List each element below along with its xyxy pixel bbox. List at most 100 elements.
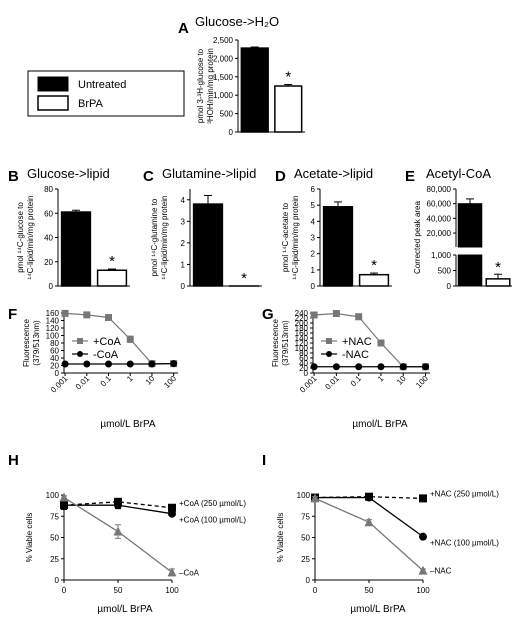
panel-g-y-tick-label: 100	[295, 344, 309, 353]
panel-c-y-tick-label: 4	[181, 196, 186, 205]
panel-i-y-tick-label: 50	[301, 534, 310, 543]
legend-label-brpa: BrPA	[78, 98, 104, 110]
panel-f-point	[61, 309, 69, 317]
panel-g-ylabel: (379/513nm)	[281, 320, 290, 366]
panel-g-legend-label: -NAC	[342, 349, 369, 361]
panel-d-y-tick-label: 1	[311, 266, 316, 275]
panel-f-point	[83, 311, 91, 319]
panel-b-bar-brpa	[96, 269, 128, 287]
panel-h-point	[167, 567, 177, 577]
panel-f-point	[83, 360, 91, 368]
panel-d-y-tick-label: 4	[311, 217, 316, 226]
panel-e-y-tick-label: 80,000	[427, 185, 452, 194]
panel-d-y-tick-label: 6	[311, 185, 316, 194]
panel-h-point	[60, 501, 68, 510]
panel-f-point	[61, 360, 69, 368]
panel-e-significance-star: *	[495, 259, 501, 276]
panel-b-y-tick-label: 60	[44, 209, 53, 218]
panel-b-y-tick-label: 40	[44, 234, 53, 243]
panel-letter-c: C	[143, 168, 154, 185]
legend: Untreated BrPA	[27, 70, 185, 117]
panel-f-legend-label: -CoA	[93, 349, 119, 361]
panel-i-series-label: +NAC (250 µmol/L)	[430, 489, 499, 498]
panel-f-ylabel: (379/513nm)	[32, 320, 41, 366]
panel-h-y-tick-label: 100	[46, 491, 60, 500]
panel-g-y-tick-label: 160	[295, 329, 309, 338]
panel-f-y-tick-label: 120	[46, 324, 60, 333]
panel-letter-h: H	[8, 452, 19, 469]
panel-g-y-tick-label: 220	[295, 314, 309, 323]
legend-label-untreated: Untreated	[78, 79, 126, 91]
panel-i-y-tick-label: 0	[306, 576, 311, 585]
panel-h-y-tick-label: 0	[55, 576, 60, 585]
panel-f-y-tick-label: 160	[46, 309, 60, 318]
panel-h-y-tick-label: 50	[50, 534, 59, 543]
panel-a-bar-untreated	[240, 47, 269, 133]
panel-i-x-tick-label: 100	[416, 586, 430, 595]
panel-i-ylabel: % Viable cells	[276, 513, 285, 563]
panel-h-point	[113, 526, 123, 536]
panel-i-y-tick-label: 25	[301, 555, 310, 564]
panel-h-xlabel: µmol/L BrPA	[97, 604, 153, 615]
panel-f-y-tick-label: 100	[46, 332, 60, 341]
panel-e-bar-untreated-upper	[457, 203, 483, 248]
panel-f-point	[105, 360, 113, 368]
panel-g-ylabel: Fluorescence	[271, 318, 280, 367]
panel-h-point	[59, 492, 69, 502]
panel-e-y-tick-label: 0	[447, 282, 452, 291]
panel-d-y-tick-label: 3	[311, 234, 316, 243]
panel-c-ylabel: ¹⁴C-lipid/min/mg protein	[160, 196, 169, 280]
panel-g-y-tick-label: 180	[295, 324, 309, 333]
panel-b-y-tick-label: 0	[49, 282, 54, 291]
panel-a-y-tick-label: 1,000	[213, 91, 234, 100]
panel-b-ylabel: pmol ¹⁴C-glucose to	[16, 202, 25, 273]
panel-a-ylabel: pmol 3-³H-glucose to	[196, 48, 205, 123]
panel-h-series-label: –CoA	[179, 568, 200, 577]
panel-h-point	[168, 503, 176, 512]
panel-g-y-tick-label: 200	[295, 319, 309, 328]
panel-b-bar-untreated	[60, 211, 92, 287]
panel-f-y-tick-label: 0	[55, 369, 60, 378]
panel-d-ylabel: ¹⁴C-lipid/min/mg protein	[291, 196, 300, 280]
panel-d-bar-untreated	[322, 206, 354, 287]
panel-d-significance-star: *	[371, 257, 377, 274]
panel-h-y-tick-label: 25	[50, 555, 59, 564]
panel-e-y-tick-label: 1,000	[431, 251, 452, 260]
panel-c-y-tick-label: 3	[181, 217, 186, 226]
panel-i-xlabel: µmol/L BrPA	[350, 604, 406, 615]
legend-swatch-untreated	[37, 76, 69, 92]
panel-f-point	[105, 314, 113, 321]
panel-e-bar-brpa	[485, 278, 511, 287]
panel-c-ylabel: pmol ¹⁴C-glutamine to	[150, 198, 159, 276]
panel-h-point	[168, 509, 176, 518]
panel-d-title: Acetate->lipid	[294, 166, 373, 181]
panel-i-point	[310, 493, 320, 503]
panel-f-legend-marker	[77, 338, 83, 344]
panel-f-y-tick-label: 20	[50, 362, 59, 371]
panel-g-y-tick-label: 120	[295, 339, 309, 348]
panel-f-point	[148, 360, 156, 368]
panel-g-legend-label: +NAC	[342, 336, 372, 348]
panel-e-bar-untreated-lower	[457, 254, 483, 287]
panel-g-x-tick-label: 1	[376, 374, 386, 384]
panel-d-y-tick-label: 0	[311, 282, 316, 291]
panel-h-x-tick-label: 50	[114, 586, 123, 595]
panel-d-ylabel: pmol ¹⁴C-acetate to	[281, 202, 290, 272]
panel-f-ylabel: Fluorescence	[22, 318, 31, 367]
panel-i-x-tick-label: 0	[313, 586, 318, 595]
panel-e-y-tick-label: 20,000	[427, 229, 452, 238]
panel-g-point	[355, 313, 363, 321]
panel-f-legend-marker	[77, 351, 83, 357]
panel-i-series-label: +NAC (100 µmol/L)	[430, 539, 499, 548]
panel-f-xlabel: µmol/L BrPA	[100, 419, 156, 430]
panel-g-y-tick-label: 80	[299, 349, 308, 358]
panel-h-series-label: +CoA (100 µmol/L)	[179, 516, 246, 525]
panel-f-point	[126, 360, 134, 368]
panel-a-significance-star: *	[285, 69, 291, 86]
panel-g-point	[422, 363, 430, 371]
panel-g-y-tick-label: 0	[304, 369, 309, 378]
panel-g-y-tick-label: 20	[299, 364, 308, 373]
panel-g-point	[332, 363, 340, 371]
panel-f-y-tick-label: 40	[50, 354, 59, 363]
